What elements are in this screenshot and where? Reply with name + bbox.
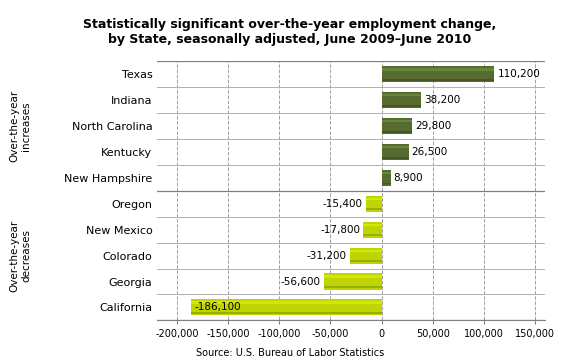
- Bar: [324, 274, 382, 289]
- Text: -56,600: -56,600: [281, 276, 321, 287]
- Bar: [382, 131, 412, 132]
- Bar: [350, 248, 382, 264]
- Bar: [382, 146, 409, 148]
- Text: -17,800: -17,800: [320, 225, 360, 235]
- Bar: [382, 66, 494, 82]
- Text: -186,100: -186,100: [194, 302, 241, 312]
- Bar: [366, 208, 382, 210]
- Bar: [191, 301, 382, 304]
- Text: Over-the-year
decreases: Over-the-year decreases: [9, 220, 31, 292]
- Bar: [382, 170, 391, 186]
- Bar: [364, 234, 382, 236]
- Bar: [382, 144, 409, 160]
- Bar: [382, 79, 494, 81]
- Bar: [382, 105, 420, 107]
- Text: 38,200: 38,200: [424, 95, 460, 105]
- Bar: [382, 120, 412, 122]
- Text: Over-the-year
increases: Over-the-year increases: [9, 90, 31, 162]
- Text: -15,400: -15,400: [322, 199, 362, 209]
- Bar: [382, 92, 420, 108]
- Bar: [364, 224, 382, 226]
- Bar: [382, 94, 420, 96]
- Bar: [324, 286, 382, 288]
- Bar: [382, 172, 391, 174]
- Bar: [350, 249, 382, 252]
- Bar: [382, 183, 391, 184]
- Bar: [382, 157, 409, 158]
- Text: Statistically significant over-the-year employment change,
by State, seasonally : Statistically significant over-the-year …: [84, 18, 496, 46]
- Text: 8,900: 8,900: [394, 173, 423, 183]
- Text: 29,800: 29,800: [415, 121, 451, 131]
- Bar: [382, 118, 412, 134]
- Bar: [382, 68, 494, 71]
- Text: 26,500: 26,500: [412, 147, 448, 157]
- Bar: [366, 196, 382, 212]
- Bar: [350, 260, 382, 262]
- Text: -31,200: -31,200: [307, 251, 347, 261]
- Text: Source: U.S. Bureau of Labor Statistics: Source: U.S. Bureau of Labor Statistics: [196, 348, 384, 359]
- Bar: [364, 222, 382, 238]
- Bar: [191, 312, 382, 314]
- Bar: [324, 275, 382, 278]
- Bar: [366, 198, 382, 200]
- Bar: [191, 300, 382, 315]
- Text: 110,200: 110,200: [497, 69, 540, 79]
